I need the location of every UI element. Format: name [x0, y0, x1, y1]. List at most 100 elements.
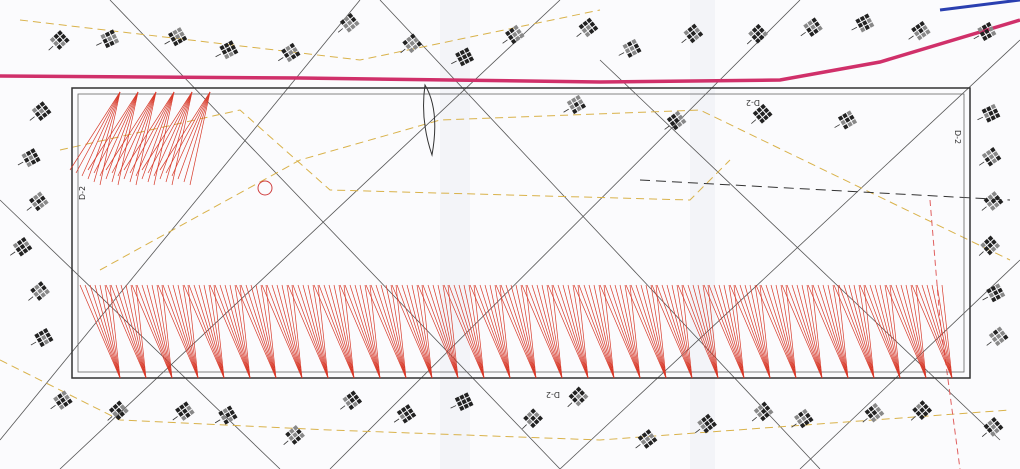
cell [53, 33, 60, 40]
cell [672, 124, 679, 131]
cell [987, 242, 994, 249]
cell [62, 401, 69, 408]
ray [910, 284, 927, 379]
cell [572, 397, 578, 403]
ray [770, 284, 797, 379]
cell [466, 51, 472, 58]
ray [203, 284, 225, 379]
ray [182, 284, 199, 379]
symbol [695, 413, 717, 434]
ray [874, 284, 901, 379]
ray [812, 284, 849, 379]
tick [278, 57, 284, 62]
cell [864, 13, 870, 19]
cell [221, 49, 228, 55]
ray [468, 284, 485, 379]
cell [803, 23, 809, 29]
ray [900, 284, 927, 379]
symbol [791, 408, 814, 429]
cell [464, 58, 470, 64]
cell [170, 36, 177, 42]
cell [185, 412, 191, 418]
cell [872, 402, 879, 409]
cell [987, 420, 994, 426]
cell [56, 400, 62, 406]
ray [130, 284, 147, 379]
cell [230, 44, 236, 51]
cell [116, 400, 123, 407]
ray [187, 284, 199, 379]
cell [181, 35, 188, 42]
cell [694, 27, 701, 34]
cell [988, 110, 994, 116]
tick [681, 38, 687, 44]
ray [239, 284, 251, 379]
cell [919, 414, 925, 421]
ray [728, 284, 745, 379]
ray [499, 284, 511, 379]
cell [39, 341, 45, 348]
cell [533, 419, 540, 425]
tick [981, 206, 987, 211]
cell [42, 105, 49, 111]
cell [455, 52, 461, 58]
cell [30, 159, 37, 165]
ray [161, 284, 173, 379]
cell [461, 399, 467, 405]
ray [417, 284, 459, 379]
ray [677, 284, 719, 379]
cell [19, 243, 26, 250]
cell [990, 198, 997, 204]
cell [346, 27, 352, 33]
cell [403, 411, 410, 417]
ray [165, 91, 211, 174]
ray [760, 284, 797, 379]
label: D-2 [746, 98, 760, 107]
cell [175, 407, 181, 413]
ray [837, 284, 849, 379]
cell [859, 15, 866, 22]
ray [129, 91, 157, 183]
cell [109, 29, 115, 35]
cell [766, 111, 773, 118]
symbol [567, 386, 589, 408]
cell [979, 31, 986, 37]
ray [755, 284, 797, 379]
ray [159, 91, 211, 171]
cell [878, 410, 885, 417]
symbol [981, 191, 1004, 211]
ray [640, 284, 667, 379]
ray [541, 284, 563, 379]
tick [450, 405, 457, 409]
cell [292, 425, 299, 431]
cell [179, 404, 185, 410]
cell [986, 117, 992, 123]
cell [537, 415, 543, 422]
cell [579, 390, 585, 396]
cell [802, 408, 808, 415]
cell [799, 422, 806, 429]
cell [227, 416, 234, 423]
ray [159, 91, 193, 180]
cell [39, 101, 46, 107]
cell [47, 336, 54, 343]
tick [50, 404, 56, 410]
cell [228, 51, 234, 57]
cell [756, 114, 762, 120]
cell [40, 292, 47, 298]
ray [364, 284, 381, 379]
cell [412, 44, 419, 50]
cell [582, 393, 589, 400]
ray [123, 91, 157, 180]
cell [922, 25, 928, 31]
ray [697, 284, 719, 379]
ray [245, 284, 277, 379]
cell [994, 195, 1001, 201]
tick [978, 161, 985, 166]
cell [631, 38, 637, 45]
ray [650, 284, 667, 379]
cell [356, 398, 363, 405]
cell [575, 393, 582, 400]
cell [874, 413, 881, 420]
cell [922, 403, 929, 410]
